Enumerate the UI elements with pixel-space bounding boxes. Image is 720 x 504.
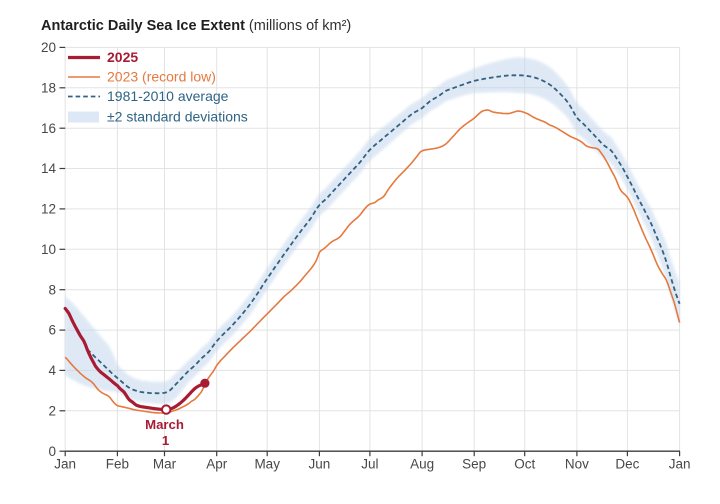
svg-text:4: 4 bbox=[48, 363, 56, 378]
svg-text:Oct: Oct bbox=[514, 457, 535, 472]
svg-text:Jan: Jan bbox=[669, 457, 691, 472]
svg-text:2: 2 bbox=[48, 403, 56, 418]
svg-text:1981-2010 average: 1981-2010 average bbox=[107, 88, 229, 104]
svg-text:Feb: Feb bbox=[106, 457, 129, 472]
svg-text:16: 16 bbox=[41, 121, 56, 136]
svg-text:Jul: Jul bbox=[361, 457, 378, 472]
svg-text:14: 14 bbox=[41, 161, 57, 176]
svg-text:May: May bbox=[254, 457, 280, 472]
svg-text:Jan: Jan bbox=[54, 457, 76, 472]
svg-text:±2 standard deviations: ±2 standard deviations bbox=[107, 109, 248, 125]
svg-text:10: 10 bbox=[41, 242, 56, 257]
svg-text:March: March bbox=[145, 417, 184, 432]
svg-text:6: 6 bbox=[48, 323, 56, 338]
svg-text:Jun: Jun bbox=[309, 457, 331, 472]
svg-text:2025: 2025 bbox=[107, 49, 138, 65]
svg-text:Mar: Mar bbox=[153, 457, 177, 472]
svg-text:2023 (record low): 2023 (record low) bbox=[107, 69, 216, 85]
svg-text:Apr: Apr bbox=[206, 457, 228, 472]
svg-text:0: 0 bbox=[48, 444, 56, 459]
svg-text:Antarctic Daily Sea Ice Extent: Antarctic Daily Sea Ice Extent (millions… bbox=[41, 18, 351, 34]
svg-text:Nov: Nov bbox=[565, 457, 589, 472]
svg-text:20: 20 bbox=[41, 40, 56, 55]
svg-text:Dec: Dec bbox=[615, 457, 639, 472]
svg-text:8: 8 bbox=[48, 282, 56, 297]
svg-text:1: 1 bbox=[162, 433, 169, 448]
svg-text:Aug: Aug bbox=[410, 457, 434, 472]
svg-text:Sep: Sep bbox=[462, 457, 486, 472]
svg-text:12: 12 bbox=[41, 202, 56, 217]
svg-text:18: 18 bbox=[41, 80, 56, 95]
